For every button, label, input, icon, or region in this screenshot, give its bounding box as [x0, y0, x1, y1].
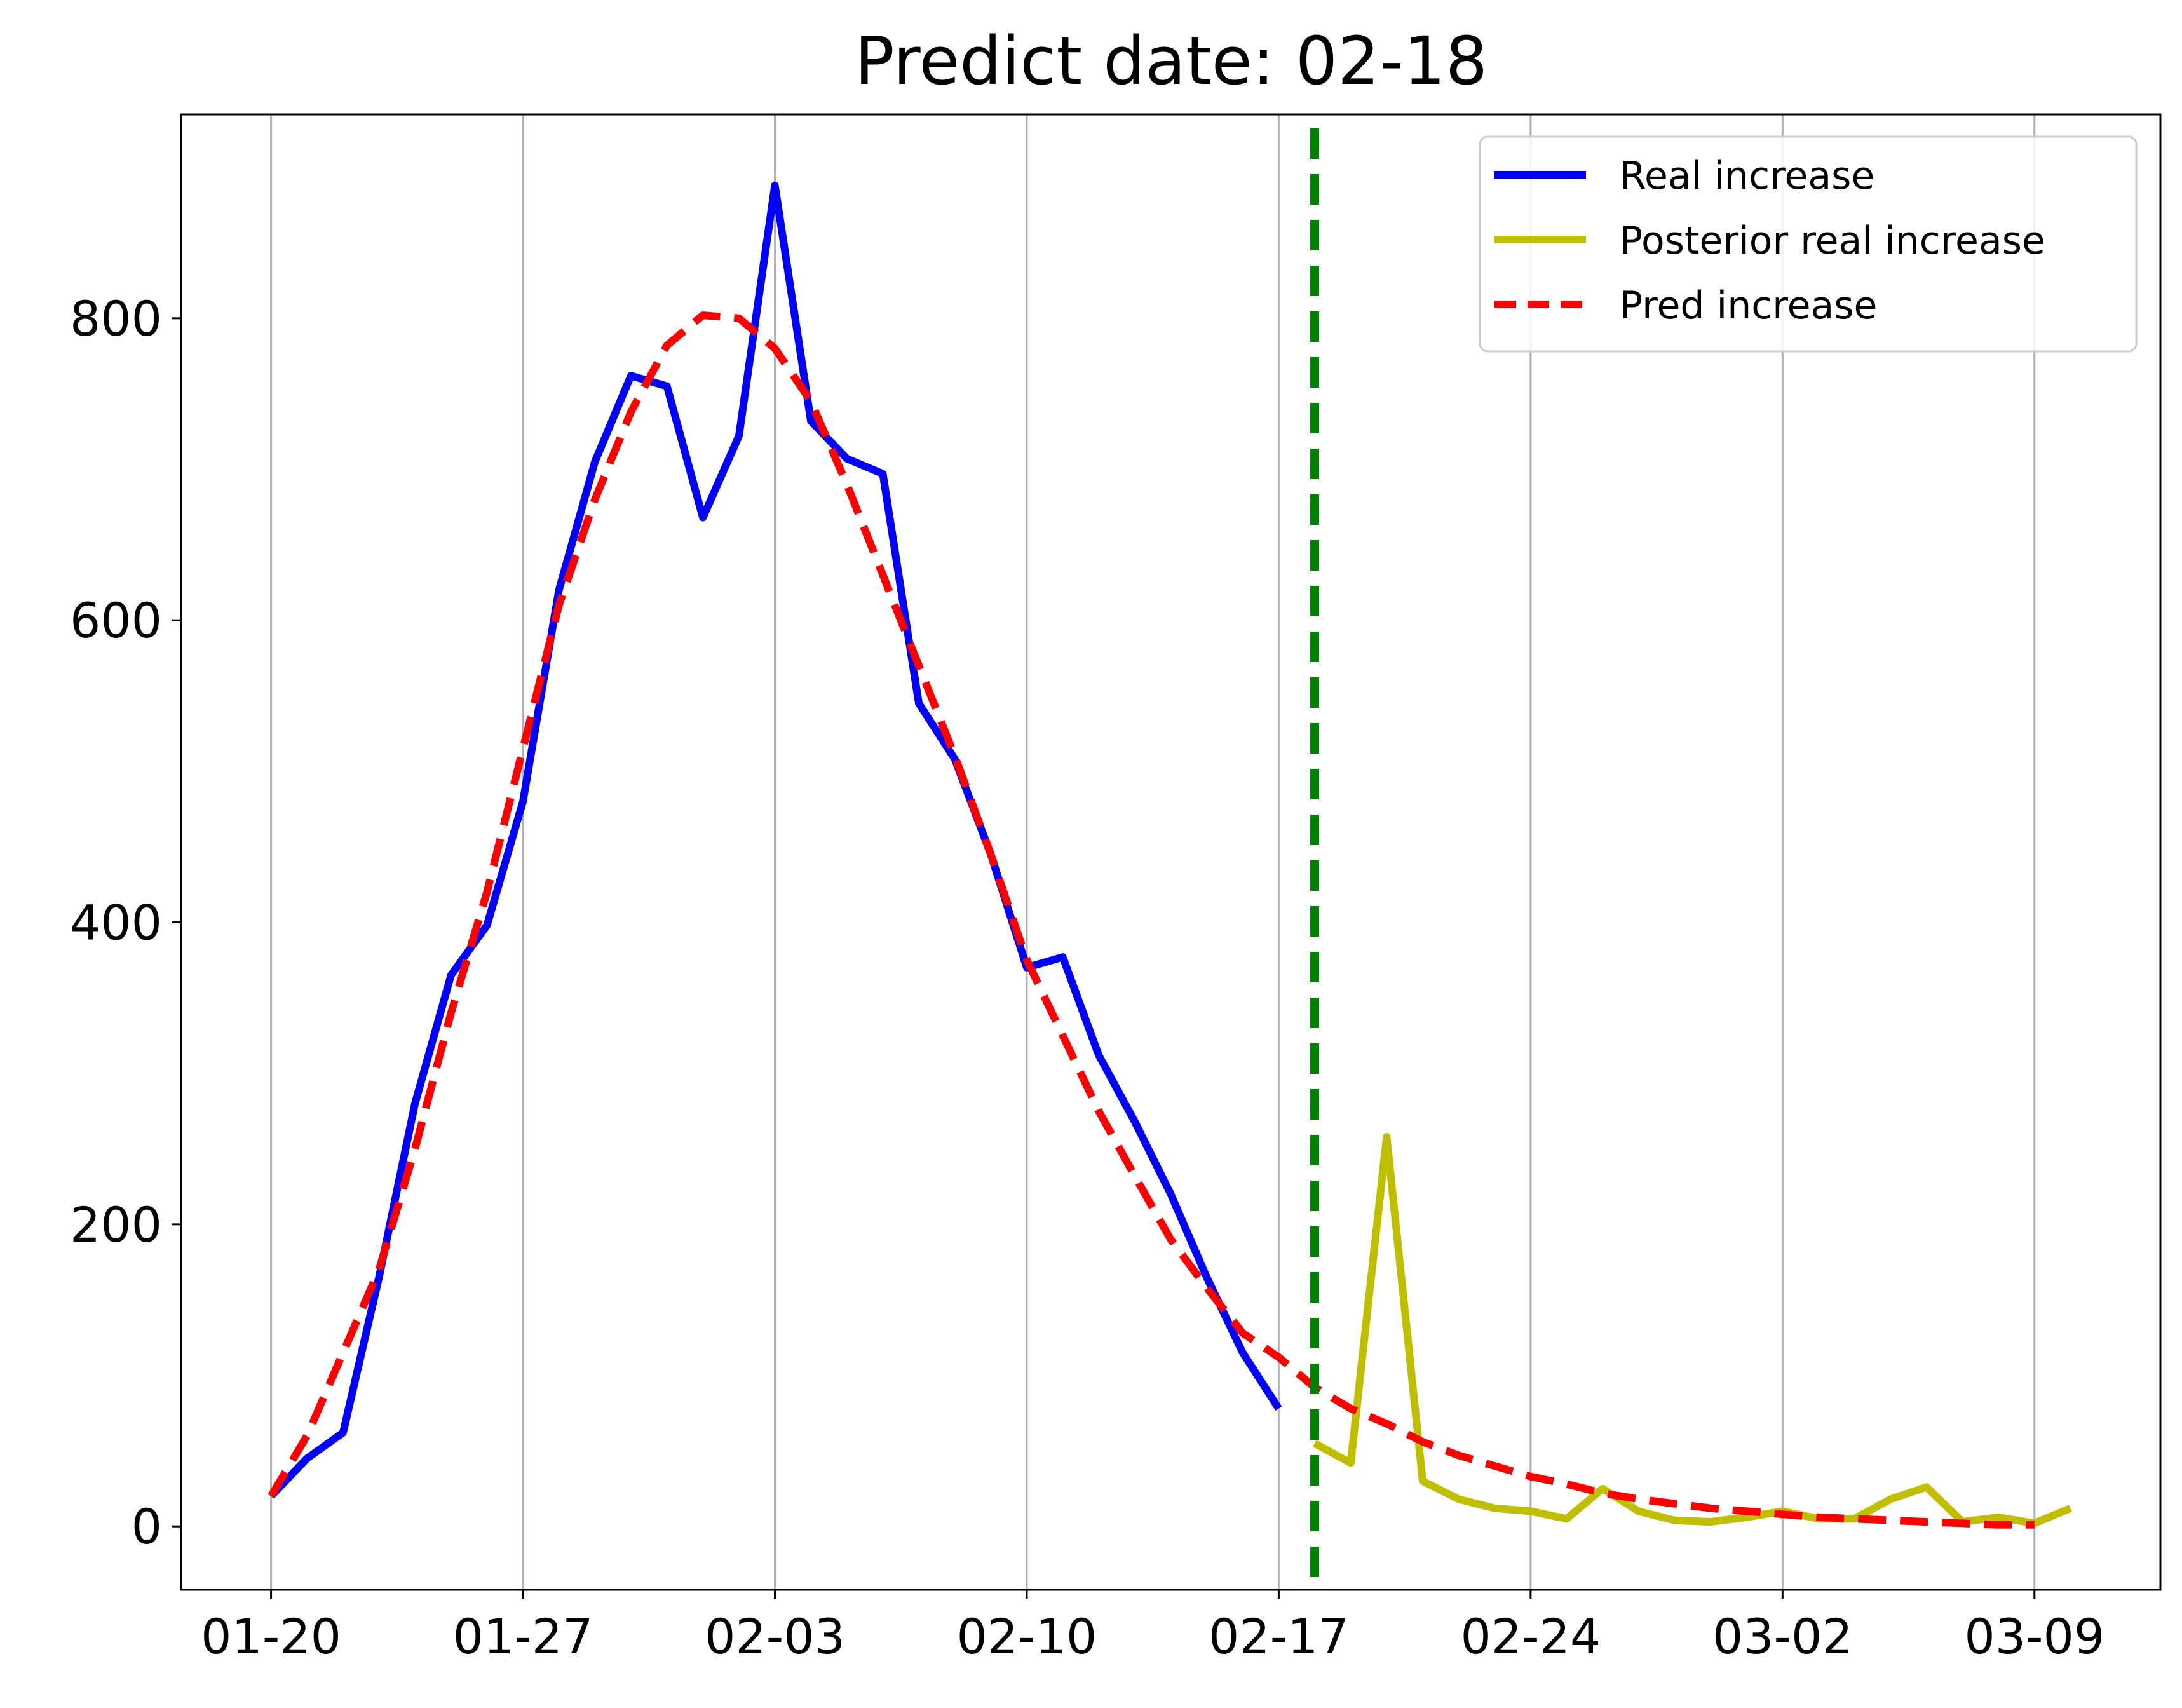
- x-tick-label: 03-02: [1712, 1608, 1853, 1665]
- x-axis: 01-20 01-27 02-03 02-10 02-17 02-24 03-02 03-09: [201, 1590, 2104, 1665]
- y-tick-label: 0: [132, 1498, 162, 1555]
- x-tick-label: 02-17: [1209, 1608, 1349, 1665]
- x-tick-label: 02-10: [957, 1608, 1097, 1665]
- legend: Real increase Posterior real increase Pred…: [1479, 135, 2138, 353]
- y-tick-label: 400: [70, 895, 162, 951]
- y-tick-label: 200: [70, 1196, 162, 1253]
- series-layer: [268, 181, 2072, 1529]
- x-tick-label: 01-20: [201, 1608, 341, 1665]
- grid-lines: [270, 114, 2036, 1590]
- plot-frame: [180, 113, 2162, 1591]
- y-axis: 0 200 400 600 800: [70, 290, 181, 1555]
- x-tick-label: 02-24: [1460, 1608, 1601, 1665]
- y-tick-label: 800: [70, 290, 162, 347]
- y-tick-label: 600: [70, 592, 162, 649]
- series-line-posterior-real-increase: [1313, 1133, 2072, 1528]
- x-tick-label: 01-27: [453, 1608, 593, 1665]
- x-tick-label: 03-09: [1964, 1608, 2104, 1665]
- legend-label: Pred increase: [1620, 283, 1877, 328]
- legend-label: Real increase: [1620, 154, 1874, 198]
- x-tick-label: 02-03: [705, 1608, 845, 1665]
- series-line-pred-increase: [268, 311, 2035, 1529]
- series-line-real-increase: [268, 181, 1282, 1499]
- legend-label: Posterior real increase: [1620, 219, 2045, 263]
- legend-box: [1479, 135, 2138, 353]
- chart-title: Predict date: 02-18: [855, 22, 1487, 100]
